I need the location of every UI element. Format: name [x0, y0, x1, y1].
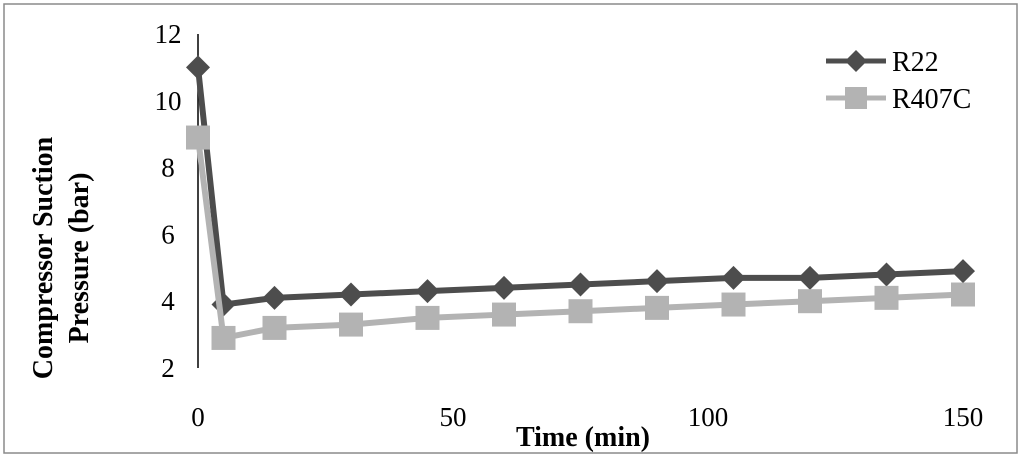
x-tick-label: 150 — [943, 402, 984, 432]
y-axis-title: Compressor Suction Pressure (bar) — [28, 136, 95, 379]
data-point-r22 — [951, 259, 975, 284]
data-point-r407c — [492, 302, 516, 327]
y-tick-label: 6 — [161, 219, 175, 249]
legend-item-r22: R22 — [826, 47, 939, 78]
data-point-r407c — [262, 315, 287, 340]
data-point-r407c — [415, 305, 440, 330]
x-tick-label: 100 — [688, 402, 729, 432]
data-point-r407c — [339, 312, 363, 337]
legend-marker-r407c — [845, 87, 867, 109]
series-r22 — [186, 55, 975, 317]
data-point-r407c — [721, 292, 746, 317]
legend-item-r407c: R407C — [826, 84, 971, 115]
data-point-r22 — [186, 55, 210, 80]
legend: R22 R407C — [826, 47, 971, 115]
series-layer — [186, 55, 975, 350]
data-point-r22 — [874, 262, 899, 287]
y-axis-title-line-1: Compressor Suction — [28, 136, 59, 379]
data-point-r407c — [798, 289, 822, 314]
x-axis-title: Time (min) — [516, 422, 650, 453]
y-tick-label: 4 — [161, 286, 175, 316]
data-point-r407c — [211, 325, 236, 350]
data-point-r22 — [339, 282, 363, 307]
data-point-r22 — [645, 269, 669, 294]
data-point-r407c — [645, 295, 669, 320]
y-tick-label: 8 — [161, 153, 175, 183]
x-ticks: 0 50 100 150 — [191, 402, 983, 432]
data-point-r22 — [568, 272, 593, 297]
data-point-r407c — [874, 285, 899, 310]
data-point-r22 — [492, 275, 516, 300]
y-axis-title-line-2: Pressure (bar) — [64, 173, 95, 344]
legend-label-r407c: R407C — [892, 84, 971, 115]
data-point-r407c — [951, 282, 975, 307]
data-point-r22 — [415, 279, 440, 304]
series-r407c — [186, 125, 975, 350]
y-ticks: 2 4 6 8 10 12 — [155, 19, 182, 383]
legend-marker-r22 — [845, 50, 867, 72]
x-tick-label: 0 — [191, 402, 205, 432]
data-point-r22 — [262, 285, 287, 310]
data-point-r22 — [798, 265, 822, 290]
data-point-r407c — [186, 125, 210, 150]
y-tick-label: 10 — [155, 86, 182, 116]
y-tick-label: 2 — [161, 353, 175, 383]
legend-label-r22: R22 — [892, 47, 939, 78]
chart-frame — [3, 3, 1018, 454]
x-tick-label: 50 — [440, 402, 467, 432]
data-point-r22 — [721, 265, 746, 290]
data-point-r407c — [568, 299, 593, 324]
y-tick-label: 12 — [155, 19, 182, 49]
